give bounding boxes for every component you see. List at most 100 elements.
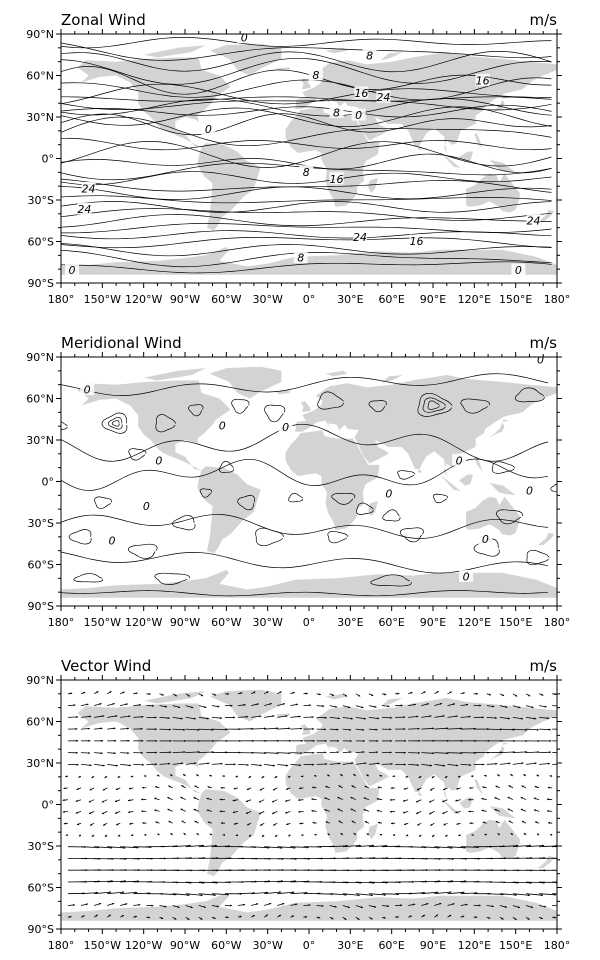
landmass-newZealand	[537, 855, 555, 869]
wind-arrow-head	[100, 752, 103, 755]
wind-arrow-head	[88, 739, 91, 742]
wind-arrow-head	[156, 774, 160, 777]
wind-arrow-head	[73, 704, 76, 707]
wind-arrow-head	[259, 812, 262, 815]
wind-arrow-head	[432, 739, 435, 742]
wind-arrow	[133, 846, 152, 848]
contour-label: 0	[219, 420, 226, 433]
landmass-newGuinea	[489, 805, 516, 819]
landmass-borneo	[459, 797, 473, 809]
wind-arrow-head	[338, 820, 341, 823]
wind-arrow-head	[288, 739, 291, 742]
contour-line	[61, 153, 552, 174]
wind-arrow-head	[155, 763, 158, 766]
wind-arrow	[107, 880, 127, 883]
wind-arrow-head	[135, 692, 138, 695]
wind-arrow-head	[148, 916, 151, 919]
wind-arrow-head	[494, 809, 497, 811]
wind-arrow-head	[348, 706, 351, 709]
wind-arrow-head	[508, 762, 511, 765]
landmass-greenland	[209, 366, 282, 399]
wind-arrow-head	[376, 798, 379, 801]
contour-line	[128, 543, 158, 559]
wind-arrow-head	[87, 727, 90, 730]
wind-arrow-head	[200, 917, 203, 920]
wind-arrow-head	[89, 715, 92, 718]
contour-line	[94, 496, 113, 509]
wind-arrow-head	[165, 705, 168, 708]
wind-arrow-head	[557, 905, 559, 907]
x-tick-label: 0°	[303, 616, 316, 629]
wind-arrow-head	[462, 891, 465, 894]
wind-arrow-head	[89, 764, 92, 767]
wind-arrow-head	[125, 903, 128, 906]
wind-arrow-head	[108, 914, 111, 917]
wind-arrow-head	[154, 728, 157, 731]
wind-arrow-head	[362, 751, 365, 754]
wind-arrow-head	[187, 917, 190, 920]
contour-line	[61, 195, 552, 204]
contour-line	[264, 404, 286, 423]
contour-label: 24	[527, 214, 541, 227]
contour-line	[188, 404, 204, 417]
contour-line	[61, 214, 552, 228]
wind-arrow-head	[140, 751, 143, 754]
wind-arrow	[251, 728, 267, 730]
contour-label: 0	[482, 533, 489, 546]
wind-arrow-head	[491, 905, 494, 908]
wind-arrow-head	[272, 788, 276, 791]
y-tick-label: 60°N	[26, 70, 54, 83]
wind-arrow	[80, 880, 100, 883]
landmass-northAmerica	[77, 703, 231, 794]
wind-arrow-head	[397, 692, 400, 695]
wind-arrow-head	[337, 796, 340, 799]
wind-arrow-head	[76, 763, 79, 766]
wind-arrow-head	[416, 788, 420, 791]
wind-arrow-head	[167, 808, 170, 811]
contour-line	[61, 137, 552, 151]
wind-arrow	[172, 845, 191, 848]
wind-arrow-head	[372, 844, 375, 847]
wind-arrow-head	[570, 869, 572, 871]
wind-arrow-head	[285, 715, 288, 718]
contour-label-bg	[533, 357, 548, 365]
contour-label-bg	[329, 172, 344, 185]
wind-arrow-head	[325, 785, 328, 788]
wind-arrow-head	[142, 821, 145, 825]
contour-label-bg	[80, 383, 95, 396]
wind-arrow-head	[384, 693, 387, 696]
contour-line	[526, 549, 550, 566]
wind-arrow-head	[410, 691, 413, 694]
wind-arrow	[290, 880, 310, 883]
wind-arrow	[277, 880, 297, 883]
wind-arrow-head	[285, 764, 288, 767]
landmass-eurasia	[295, 698, 557, 801]
wind-arrow-head	[180, 808, 183, 811]
contour-label: 0	[155, 454, 162, 467]
contour-line	[61, 77, 552, 101]
wind-arrow-head	[402, 811, 406, 814]
wind-arrow-head	[405, 775, 408, 778]
wind-arrow	[120, 892, 138, 895]
contour-line	[61, 116, 552, 147]
wind-arrow-head	[201, 844, 204, 847]
wind-arrow-head	[390, 762, 393, 766]
wind-arrow-head	[312, 821, 315, 824]
wind-arrow-head	[391, 822, 394, 825]
wind-arrow-head	[465, 903, 468, 906]
wind-arrow-head	[213, 916, 216, 919]
wind-arrow-head	[305, 915, 308, 919]
wind-arrow-head	[243, 703, 246, 706]
contour-label-bg	[362, 49, 377, 62]
wind-arrow-head	[311, 809, 314, 812]
wind-arrow	[421, 891, 439, 895]
wind-arrow-head	[309, 704, 312, 707]
wind-arrow-head	[113, 752, 116, 755]
contour-line	[61, 50, 552, 73]
y-tick-label: 60°N	[26, 716, 54, 729]
landmass-australia	[466, 173, 520, 213]
wind-arrow-head	[501, 694, 505, 697]
contour-line	[550, 483, 557, 493]
wind-arrow-head	[272, 812, 275, 815]
wind-arrow-head	[295, 703, 298, 706]
